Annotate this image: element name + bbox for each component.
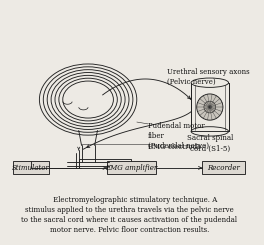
Ellipse shape xyxy=(191,78,229,87)
Text: Sacral spinal
cord (S1-5): Sacral spinal cord (S1-5) xyxy=(187,134,233,153)
Text: EMG amplifier: EMG amplifier xyxy=(105,164,157,172)
Ellipse shape xyxy=(197,94,223,120)
Ellipse shape xyxy=(204,101,216,113)
Ellipse shape xyxy=(208,106,211,109)
Bar xyxy=(13,161,49,174)
Text: Urethral sensory axons
(Pelvic nerve): Urethral sensory axons (Pelvic nerve) xyxy=(167,68,249,86)
Text: EMG electrode: EMG electrode xyxy=(148,143,201,151)
Text: Recorder: Recorder xyxy=(208,164,240,172)
Text: Electromyelographic stimulatory technique. A
stimulus applied to the urethra tra: Electromyelographic stimulatory techniqu… xyxy=(21,196,237,234)
Text: Stimulator: Stimulator xyxy=(12,164,50,172)
Bar xyxy=(191,83,229,131)
Bar xyxy=(107,161,155,174)
Bar xyxy=(202,161,245,174)
Text: Pudendal motor
fiber
(Pudendal nerve): Pudendal motor fiber (Pudendal nerve) xyxy=(148,122,209,150)
